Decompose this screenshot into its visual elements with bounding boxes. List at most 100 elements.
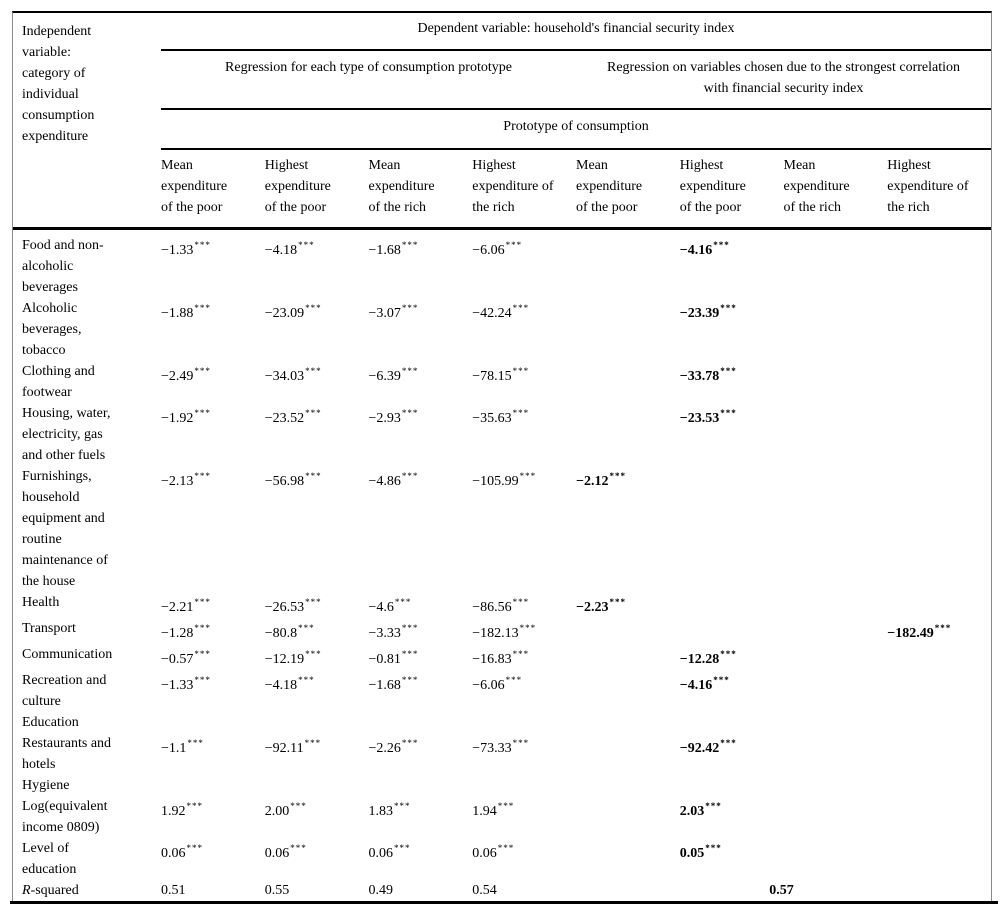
row-label: Level of education bbox=[22, 841, 77, 877]
value-cell: 0.06*** bbox=[368, 843, 411, 861]
table-row: Furnishings, household equipment and rou… bbox=[13, 466, 991, 592]
table-row: Communication −0.57*** −12.19*** −0.81*** −1… bbox=[13, 644, 991, 670]
value-cell bbox=[576, 733, 680, 775]
value-cell: −35.63*** bbox=[472, 408, 530, 426]
row-label: Transport bbox=[22, 621, 76, 636]
significance-stars: *** bbox=[720, 738, 737, 748]
value-cell: −0.57*** bbox=[161, 649, 211, 667]
value-cell: −6.39*** bbox=[368, 366, 419, 384]
value-cell bbox=[265, 775, 369, 796]
value-cell: −56.98*** bbox=[264, 471, 322, 489]
table-body: Food and non- alcoholic beverages −1.33**… bbox=[13, 229, 991, 902]
value-cell bbox=[784, 229, 888, 299]
significance-stars: *** bbox=[194, 303, 211, 313]
column-header: Mean expenditure of the poor bbox=[161, 149, 265, 230]
table-row: Housing, water, electricity, gas and oth… bbox=[13, 403, 991, 466]
value-cell bbox=[576, 712, 680, 733]
table-row: Food and non- alcoholic beverages −1.33**… bbox=[13, 229, 991, 299]
significance-stars: *** bbox=[519, 471, 537, 481]
value-cell bbox=[784, 775, 888, 796]
value-cell bbox=[784, 403, 888, 466]
value-cell: −3.07*** bbox=[368, 303, 419, 321]
value-cell bbox=[784, 838, 888, 880]
column-header: Highest expenditure of the rich bbox=[472, 149, 576, 230]
significance-stars: *** bbox=[194, 471, 211, 481]
significance-stars: *** bbox=[305, 303, 322, 313]
value-cell: −12.28*** bbox=[679, 649, 737, 667]
value-cell bbox=[472, 775, 576, 796]
significance-stars: *** bbox=[713, 675, 730, 685]
significance-stars: *** bbox=[304, 738, 322, 748]
value-cell: −42.24*** bbox=[472, 303, 530, 321]
row-label: Furnishings, household equipment and rou… bbox=[22, 469, 108, 589]
significance-stars: *** bbox=[401, 738, 419, 748]
value-cell bbox=[265, 712, 369, 733]
significance-stars: *** bbox=[194, 597, 211, 607]
significance-stars: *** bbox=[401, 366, 419, 376]
value-cell: −78.15*** bbox=[472, 366, 530, 384]
significance-stars: *** bbox=[394, 843, 411, 853]
row-label: Alcoholic beverages, tobacco bbox=[22, 301, 82, 358]
significance-stars: *** bbox=[497, 843, 515, 853]
value-cell: −33.78*** bbox=[679, 366, 737, 384]
value-cell: −4.6*** bbox=[368, 597, 412, 615]
significance-stars: *** bbox=[194, 649, 211, 659]
value-cell: −92.42*** bbox=[679, 738, 737, 756]
value-cell: −2.26*** bbox=[368, 738, 419, 756]
value-cell bbox=[576, 775, 680, 796]
significance-stars: *** bbox=[401, 623, 419, 633]
significance-stars: *** bbox=[186, 801, 203, 811]
value-cell bbox=[680, 618, 784, 644]
value-cell: 0.05*** bbox=[679, 843, 722, 861]
significance-stars: *** bbox=[705, 843, 722, 853]
value-cell bbox=[887, 644, 991, 670]
value-cell bbox=[784, 592, 888, 618]
value-cell bbox=[784, 618, 888, 644]
value-cell: −1.92*** bbox=[161, 408, 211, 426]
table-row: Level of education 0.06*** 0.06*** 0.06*** 0… bbox=[13, 838, 991, 880]
column-header: Highest expenditure of the rich bbox=[887, 149, 991, 230]
significance-stars: *** bbox=[194, 240, 211, 250]
table-row: R-squared 0.51 0.55 0.49 0.54 0.57 bbox=[13, 880, 991, 901]
table-row: Transport −1.28*** −80.8*** −3.33*** −182.13… bbox=[13, 618, 991, 644]
value-cell bbox=[784, 733, 888, 775]
header-row-groups: Regression for each type of consumption … bbox=[13, 50, 991, 110]
value-cell: 0.06*** bbox=[264, 843, 307, 861]
value-cell bbox=[472, 712, 576, 733]
value-cell: −2.13*** bbox=[161, 471, 211, 489]
value-cell: −4.18*** bbox=[264, 240, 315, 258]
value-cell bbox=[576, 670, 680, 712]
value-cell bbox=[887, 361, 991, 403]
value-cell: 0.49 bbox=[368, 883, 394, 898]
significance-stars: *** bbox=[305, 408, 322, 418]
regression-table-frame: Independent variable: category of indivi… bbox=[10, 11, 998, 904]
row-label: Housing, water, electricity, gas and oth… bbox=[22, 406, 111, 463]
significance-stars: *** bbox=[713, 240, 730, 250]
value-cell bbox=[784, 298, 888, 361]
table-row: Health −2.21*** −26.53*** −4.6*** −86.56*** −… bbox=[13, 592, 991, 618]
value-cell bbox=[576, 361, 680, 403]
significance-stars: *** bbox=[298, 240, 315, 250]
value-cell: −2.23*** bbox=[576, 597, 626, 615]
significance-stars: *** bbox=[705, 801, 722, 811]
value-cell bbox=[887, 229, 991, 299]
significance-stars: *** bbox=[290, 801, 307, 811]
table-row: Clothing and footwear −2.49*** −34.03*** −6… bbox=[13, 361, 991, 403]
row-label: Communication bbox=[22, 647, 113, 662]
value-cell: −92.11*** bbox=[264, 738, 322, 756]
value-cell: 1.92*** bbox=[161, 801, 203, 819]
value-cell bbox=[887, 796, 991, 838]
value-cell: −0.81*** bbox=[368, 649, 419, 667]
value-cell: 0.06*** bbox=[472, 843, 515, 861]
group-header-prototype-regression: Regression for each type of consumption … bbox=[161, 50, 576, 110]
value-cell bbox=[784, 670, 888, 712]
value-cell bbox=[161, 712, 265, 733]
row-label: Hygiene bbox=[22, 778, 70, 793]
significance-stars: *** bbox=[401, 303, 419, 313]
significance-stars: *** bbox=[512, 408, 530, 418]
value-cell bbox=[576, 229, 680, 299]
corner-label: Independent variable: category of indivi… bbox=[13, 13, 161, 230]
value-cell: −6.06*** bbox=[472, 240, 523, 258]
significance-stars: *** bbox=[720, 366, 737, 376]
value-cell bbox=[887, 403, 991, 466]
